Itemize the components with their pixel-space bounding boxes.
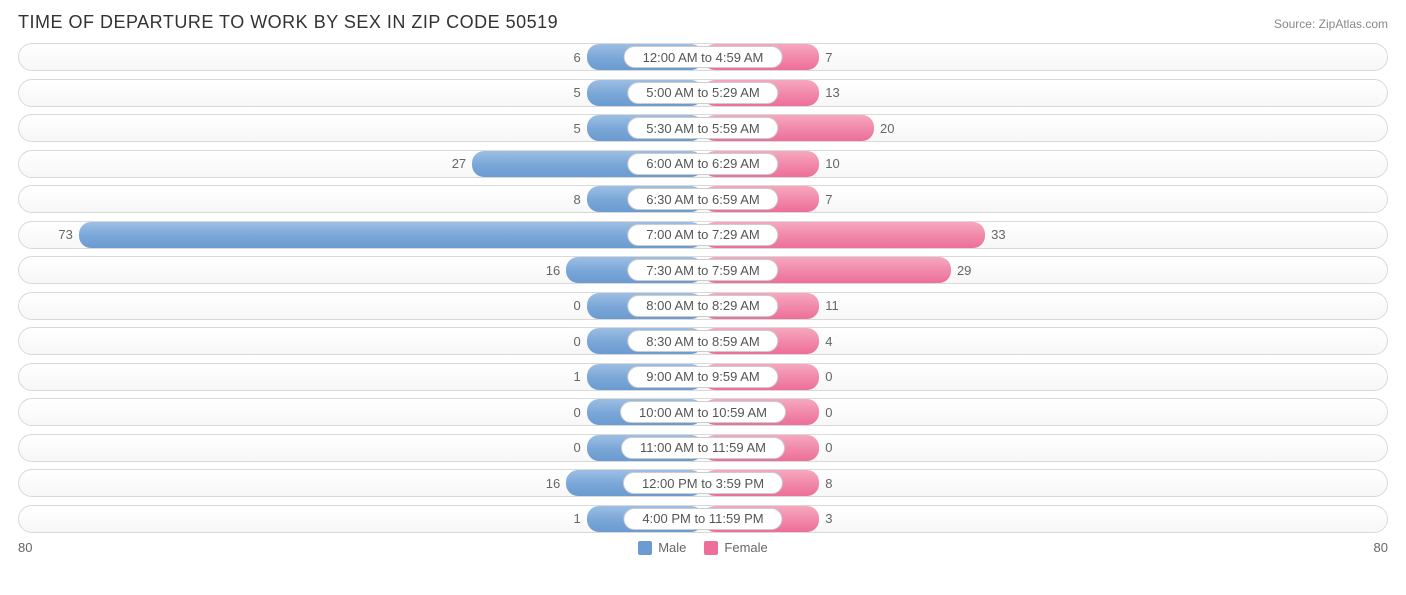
chart-row: 5 20 5:30 AM to 5:59 AM [18, 114, 1388, 142]
female-value: 7 [825, 44, 832, 70]
male-value: 0 [574, 399, 581, 425]
legend-item-female: Female [704, 540, 767, 555]
male-value: 73 [58, 222, 72, 248]
time-range-label: 6:30 AM to 6:59 AM [627, 188, 778, 210]
chart-row: 27 10 6:00 AM to 6:29 AM [18, 150, 1388, 178]
female-value: 33 [991, 222, 1005, 248]
chart-row: 0 0 11:00 AM to 11:59 AM [18, 434, 1388, 462]
chart-row: 8 7 6:30 AM to 6:59 AM [18, 185, 1388, 213]
male-value: 27 [452, 151, 466, 177]
time-range-label: 5:30 AM to 5:59 AM [627, 117, 778, 139]
time-range-label: 10:00 AM to 10:59 AM [620, 401, 786, 423]
chart-row: 6 7 12:00 AM to 4:59 AM [18, 43, 1388, 71]
time-range-label: 4:00 PM to 11:59 PM [623, 508, 782, 530]
chart-row: 5 13 5:00 AM to 5:29 AM [18, 79, 1388, 107]
legend-swatch-male [638, 541, 652, 555]
male-value: 0 [574, 328, 581, 354]
time-range-label: 9:00 AM to 9:59 AM [627, 366, 778, 388]
diverging-bar-chart: 6712:00 AM to 4:59 AM5135:00 AM to 5:29 … [18, 43, 1388, 533]
chart-row: 1 0 9:00 AM to 9:59 AM [18, 363, 1388, 391]
axis-max-right: 80 [1374, 540, 1388, 555]
axis-max-left: 80 [18, 540, 32, 555]
legend-label-male: Male [658, 540, 686, 555]
female-value: 7 [825, 186, 832, 212]
chart-row: 1 3 4:00 PM to 11:59 PM [18, 505, 1388, 533]
male-value: 0 [574, 435, 581, 461]
chart-source: Source: ZipAtlas.com [1274, 17, 1388, 31]
chart-row: 0 0 10:00 AM to 10:59 AM [18, 398, 1388, 426]
legend-item-male: Male [638, 540, 686, 555]
legend-label-female: Female [724, 540, 767, 555]
time-range-label: 8:30 AM to 8:59 AM [627, 330, 778, 352]
time-range-label: 11:00 AM to 11:59 AM [621, 437, 785, 459]
male-value: 8 [574, 186, 581, 212]
male-value: 16 [546, 470, 560, 496]
time-range-label: 7:30 AM to 7:59 AM [627, 259, 778, 281]
time-range-label: 6:00 AM to 6:29 AM [627, 153, 778, 175]
male-value: 5 [574, 115, 581, 141]
female-value: 13 [825, 80, 839, 106]
female-value: 0 [825, 435, 832, 461]
legend: Male Female [638, 540, 768, 555]
chart-row: 16 8 12:00 PM to 3:59 PM [18, 469, 1388, 497]
chart-footer: 80 Male Female 80 [18, 540, 1388, 555]
chart-title: TIME OF DEPARTURE TO WORK BY SEX IN ZIP … [18, 12, 558, 33]
female-value: 0 [825, 364, 832, 390]
male-value: 1 [574, 506, 581, 532]
male-value: 5 [574, 80, 581, 106]
time-range-label: 12:00 PM to 3:59 PM [623, 472, 783, 494]
male-value: 0 [574, 293, 581, 319]
female-value: 10 [825, 151, 839, 177]
time-range-label: 7:00 AM to 7:29 AM [627, 224, 778, 246]
chart-row: 73 33 7:00 AM to 7:29 AM [18, 221, 1388, 249]
chart-row: 16 29 7:30 AM to 7:59 AM [18, 256, 1388, 284]
chart-row: 0 11 8:00 AM to 8:29 AM [18, 292, 1388, 320]
male-value: 1 [574, 364, 581, 390]
male-value: 6 [574, 44, 581, 70]
male-bar [79, 222, 703, 248]
time-range-label: 8:00 AM to 8:29 AM [627, 295, 778, 317]
legend-swatch-female [704, 541, 718, 555]
male-value: 16 [546, 257, 560, 283]
female-value: 0 [825, 399, 832, 425]
time-range-label: 5:00 AM to 5:29 AM [627, 82, 778, 104]
female-value: 20 [880, 115, 894, 141]
chart-header: TIME OF DEPARTURE TO WORK BY SEX IN ZIP … [18, 12, 1388, 33]
female-value: 11 [825, 293, 839, 319]
female-value: 29 [957, 257, 971, 283]
female-value: 8 [825, 470, 832, 496]
chart-row: 0 4 8:30 AM to 8:59 AM [18, 327, 1388, 355]
female-value: 3 [825, 506, 832, 532]
time-range-label: 12:00 AM to 4:59 AM [624, 46, 783, 68]
female-value: 4 [825, 328, 832, 354]
